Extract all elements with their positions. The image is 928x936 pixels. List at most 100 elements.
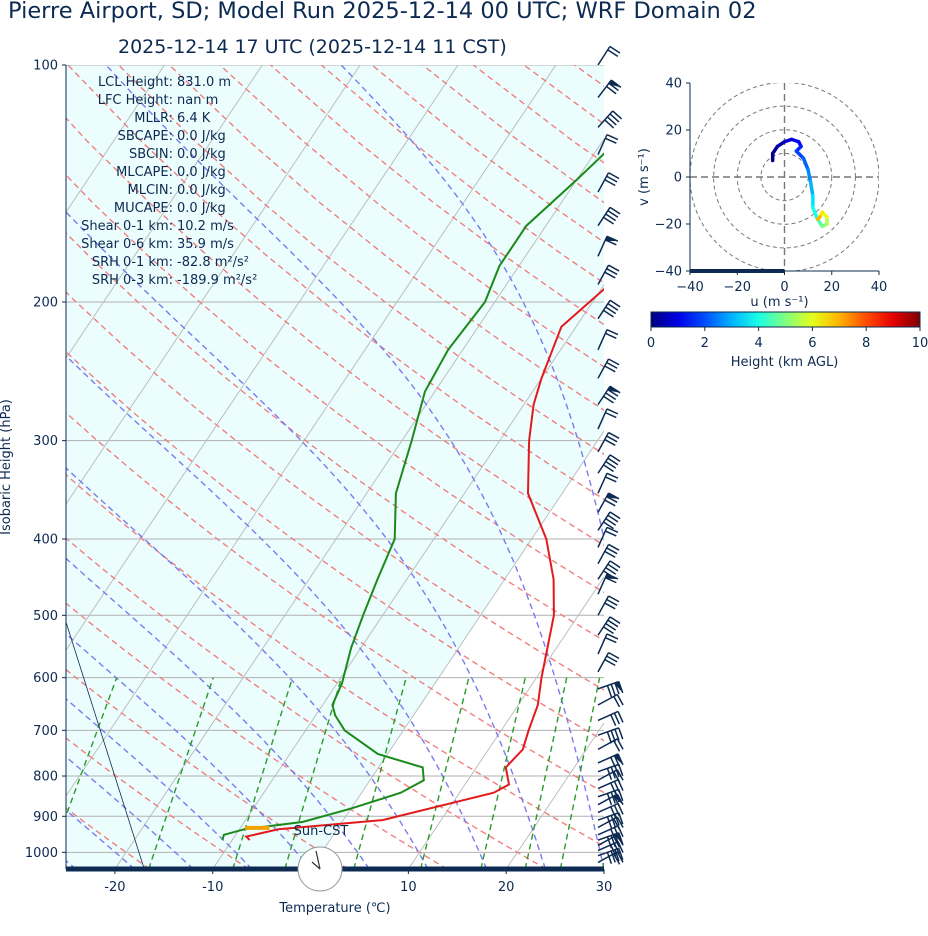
wind-barb-feather <box>610 850 616 863</box>
wind-barb-feather <box>605 636 617 644</box>
dry-adiabat <box>66 537 547 869</box>
wind-barb-feather <box>606 133 619 141</box>
colorbar-tick-label: 8 <box>862 336 870 351</box>
index-label: MUCAPE: <box>114 201 173 216</box>
moist-adiabat <box>66 467 429 869</box>
y-tick-label: 900 <box>33 810 58 825</box>
wind-barb-feather <box>608 543 620 551</box>
wind-barb-feather <box>609 206 621 215</box>
wind-barb-feather <box>613 696 621 708</box>
wind-barb-feather <box>606 361 618 369</box>
y-tick-label: 400 <box>33 533 58 548</box>
wind-barb-feather <box>604 438 616 446</box>
wind-barb-shaft <box>597 527 608 548</box>
index-value: nan m <box>177 93 218 108</box>
y-tick-label: 800 <box>33 770 58 785</box>
wind-barb-feather <box>617 711 624 723</box>
wind-barb-pennant <box>614 681 623 693</box>
mixing-ratio-line <box>148 677 214 869</box>
wind-barb-feather <box>604 658 616 667</box>
wind-barb-feather <box>606 116 617 126</box>
wind-barb-feather <box>616 851 624 863</box>
moist-adiabat <box>66 809 135 869</box>
index-value: 0.0 J/kg <box>177 147 226 162</box>
dry-adiabat <box>66 473 604 847</box>
moist-adiabat <box>105 65 604 869</box>
index-label: MLCAPE: <box>116 165 173 180</box>
wind-barb-feather <box>606 526 619 533</box>
wind-barb-feather <box>608 651 620 660</box>
x-tick-label: -10 <box>202 880 223 895</box>
isotherm-line <box>114 138 604 869</box>
wind-barb-pennant <box>606 493 620 499</box>
dry-adiabat <box>66 174 604 594</box>
wind-barb-feather <box>605 392 617 401</box>
dry-adiabat <box>625 65 928 869</box>
x-tick-label: 20 <box>498 880 515 895</box>
x-tick-label: -20 <box>104 880 125 895</box>
wind-barb-feather <box>606 175 618 183</box>
index-value: -189.9 m²/s² <box>177 273 257 288</box>
moist-adiabat <box>66 632 312 869</box>
wind-barb-feather <box>618 789 624 801</box>
wind-barb-feather <box>613 740 621 752</box>
colorbar-label: Height (km AGL) <box>731 355 839 370</box>
colorbar <box>650 311 921 328</box>
wind-barb-feather <box>608 358 620 366</box>
sun-clock-hand <box>315 850 321 870</box>
hodograph-area <box>690 83 879 271</box>
y-tick-label: 1000 <box>25 846 58 861</box>
sun-clock-hand <box>311 861 321 870</box>
wind-barb-feather <box>605 411 617 419</box>
wind-barb-feather <box>616 738 624 750</box>
wind-barb-feather <box>617 841 624 853</box>
wind-barb-shaft <box>597 851 618 864</box>
isotherm-line <box>505 722 604 869</box>
hodo-x-tick-label: 40 <box>871 280 888 295</box>
wind-barb-feather <box>606 85 617 95</box>
colorbar-tick-label: 6 <box>808 336 816 351</box>
isotherm-line <box>603 868 604 869</box>
wind-barb-feather <box>606 731 613 744</box>
wind-barb-shaft <box>597 134 608 156</box>
moist-adiabat <box>66 211 546 869</box>
wind-barb-shaft <box>597 832 619 841</box>
index-value: 6.4 K <box>177 111 211 126</box>
wind-barb-shaft <box>597 738 618 751</box>
wind-barb-feather <box>607 563 619 572</box>
wind-barb-feather <box>605 332 617 339</box>
freezing-shade <box>66 65 604 869</box>
wind-barb-shaft <box>597 769 618 781</box>
dry-adiabat <box>118 65 604 455</box>
wind-barb-feather <box>603 521 614 530</box>
wind-barb-pennant <box>607 386 621 393</box>
y-tick-label: 700 <box>33 724 58 739</box>
wind-barb-shaft <box>597 329 608 351</box>
wind-barb-pennant <box>608 80 621 88</box>
chart-subtitle: 2025-12-14 17 UTC (2025-12-14 11 CST) <box>118 36 507 58</box>
isotherm-line <box>66 65 165 213</box>
wind-barb-pennant <box>612 794 624 805</box>
index-label: SBCAPE: <box>118 129 173 144</box>
mixing-ratio-line <box>353 677 407 869</box>
wind-barb-feather <box>606 472 619 479</box>
y-tick-label: 500 <box>33 609 58 624</box>
index-value: 0.0 J/kg <box>177 201 226 216</box>
wind-barb-feather <box>616 834 624 846</box>
index-value: 831.0 m <box>177 75 231 90</box>
colorbar-tick-label: 0 <box>647 336 655 351</box>
dry-adiabat <box>66 117 604 547</box>
wind-barb-feather <box>606 685 613 698</box>
wind-barb-feather <box>607 49 619 57</box>
wind-barb-feather <box>614 728 620 741</box>
x-tick-label: 10 <box>400 880 417 895</box>
wind-barb-feather <box>603 395 614 404</box>
wind-barb-feather <box>603 626 614 635</box>
wind-barb-feather <box>606 655 618 663</box>
wind-barb-feather <box>613 712 621 725</box>
index-value: 35.9 m/s <box>177 237 234 252</box>
wind-barb-feather <box>603 464 614 473</box>
wind-barb-feather <box>613 853 621 865</box>
mixing-ratio-line <box>232 677 294 869</box>
skewt-plot-area <box>66 65 928 869</box>
